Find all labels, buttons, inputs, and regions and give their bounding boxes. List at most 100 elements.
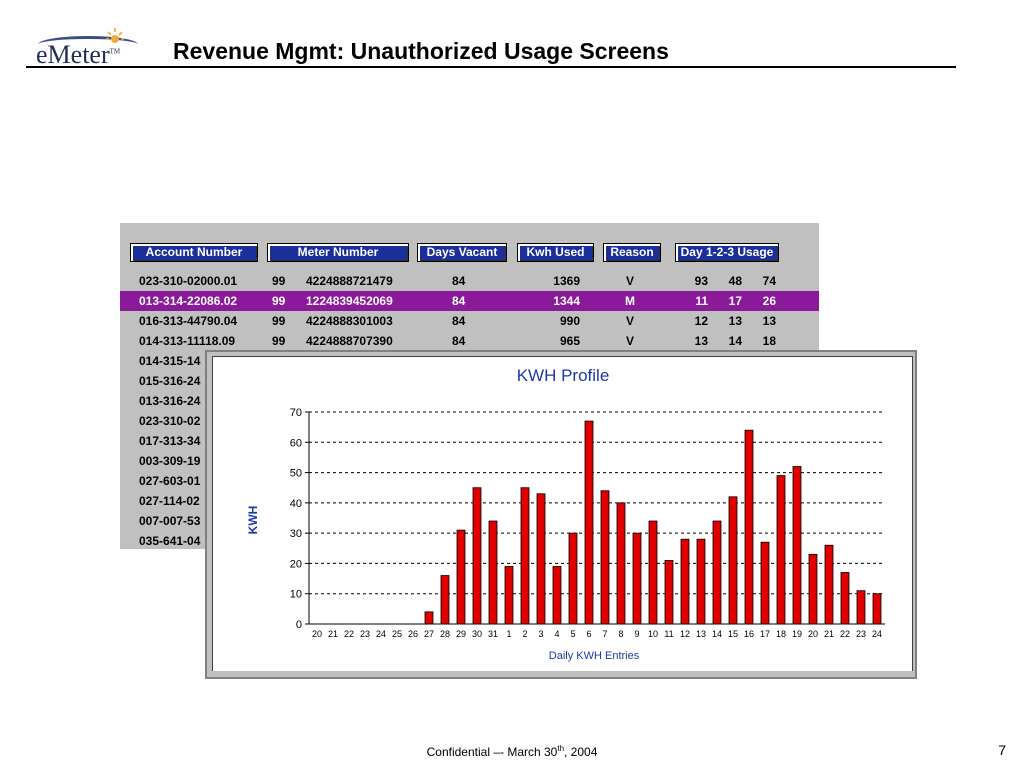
table-row[interactable]: 007-007-53: [120, 511, 819, 531]
kwh-profile-chart: KWH Profile KWH Daily KWH Entries 0 10 20 3…: [246, 366, 885, 662]
table-row[interactable]: 017-313-34: [120, 431, 819, 451]
x-tick-label: 13: [696, 629, 706, 639]
table-row[interactable]: 027-114-02: [120, 491, 819, 511]
bar: [712, 520, 722, 625]
table-row[interactable]: 023-310-02: [120, 411, 819, 431]
y-axis-label: KWH: [246, 506, 260, 535]
day1-cell: 11: [695, 294, 708, 308]
bar: [600, 490, 610, 625]
x-tick-label: 17: [760, 629, 770, 639]
table-row[interactable]: 027-603-01: [120, 471, 819, 491]
y-tick-label: 40: [290, 498, 302, 510]
x-tick-label: 1: [506, 629, 511, 639]
header-day-usage[interactable]: Day 1-2-3 Usage: [675, 243, 779, 262]
x-tick-label: 16: [744, 629, 754, 639]
account-cell: 013-314-22086.02: [139, 294, 238, 308]
account-cell: 007-007-53: [139, 514, 201, 528]
account-cell: 027-114-02: [139, 494, 200, 508]
x-tick-label: 26: [408, 629, 418, 639]
bar: [728, 496, 738, 625]
table-row[interactable]: 014-313-11118.09 99 4224888707390 84 965…: [120, 331, 819, 351]
days-vacant-cell: 84: [452, 294, 466, 308]
account-cell: 035-641-04: [139, 534, 201, 548]
bar: [456, 529, 466, 625]
day3-cell: 18: [762, 334, 776, 348]
bar: [568, 532, 578, 625]
table-row[interactable]: 003-309-19: [120, 451, 819, 471]
x-axis-label: Daily KWH Entries: [549, 650, 640, 662]
y-tick-label: 70: [290, 407, 302, 419]
table-row[interactable]: 023-310-02000.01 99 4224888721479 84 136…: [120, 271, 819, 291]
days-vacant-cell: 84: [452, 274, 466, 288]
footer-date-suffix: th: [557, 744, 565, 753]
day2-cell: 17: [728, 294, 742, 308]
slide-title: Revenue Mgmt: Unauthorized Usage Screens: [173, 38, 669, 64]
logo-arc: [38, 36, 138, 53]
page-number: 7: [998, 742, 1006, 758]
table-row[interactable]: 016-313-44790.04 99 4224888301003 84 990…: [120, 311, 819, 331]
x-tick-label: 31: [488, 629, 498, 639]
account-cell: 013-316-24: [139, 394, 201, 408]
sun-icon: [106, 28, 124, 43]
account-cell: 016-313-44790.04: [139, 314, 238, 328]
x-tick-label: 21: [824, 629, 834, 639]
x-tick-label: 9: [634, 629, 639, 639]
header-meter-number[interactable]: Meter Number: [267, 243, 409, 262]
bar: [648, 520, 658, 625]
bar: [616, 502, 626, 625]
meter-number-cell: 4224888721479: [306, 274, 393, 288]
x-tick-label: 27: [424, 629, 434, 639]
x-tick-label: 28: [440, 629, 450, 639]
bar: [872, 593, 882, 625]
day2-cell: 14: [728, 334, 742, 348]
kwh-used-cell: 1344: [553, 294, 580, 308]
x-tick-label: 7: [602, 629, 607, 639]
bar: [504, 566, 514, 625]
reason-cell: V: [625, 334, 634, 348]
bar: [584, 420, 594, 625]
account-cell: 017-313-34: [139, 434, 201, 448]
x-tick-label: 25: [392, 629, 402, 639]
bar: [552, 566, 562, 625]
table-row[interactable]: 035-641-04: [120, 531, 819, 551]
x-tick-label: 22: [344, 629, 354, 639]
header-days-vacant[interactable]: Days Vacant: [417, 243, 507, 262]
y-tick-label: 10: [290, 589, 302, 601]
header-kwh-used[interactable]: Kwh Used: [517, 243, 594, 262]
x-tick-label: 6: [586, 629, 591, 639]
header-reason[interactable]: Reason: [603, 243, 661, 262]
meter-prefix-cell: 99: [272, 314, 286, 328]
meter-number-cell: 4224888301003: [306, 314, 393, 328]
bar: [744, 429, 754, 625]
bar: [488, 520, 498, 625]
x-tick-label: 14: [712, 629, 722, 639]
table-row-selected[interactable]: 013-314-22086.02 99 1224839452069 84 134…: [120, 291, 819, 311]
account-cell: 003-309-19: [139, 454, 201, 468]
day1-cell: 13: [694, 334, 708, 348]
bar: [520, 487, 530, 625]
bar: [840, 572, 850, 625]
meter-prefix-cell: 99: [272, 334, 286, 348]
header-account-number[interactable]: Account Number: [130, 243, 258, 262]
day3-cell: 74: [762, 274, 776, 288]
bar: [824, 544, 834, 625]
day3-cell: 26: [762, 294, 776, 308]
kwh-used-cell: 990: [559, 314, 580, 328]
bar: [808, 553, 818, 625]
x-tick-label: 29: [456, 629, 466, 639]
table-row[interactable]: 014-315-14: [120, 351, 819, 371]
account-cell: 023-310-02: [139, 414, 201, 428]
y-tick-label: 0: [296, 619, 302, 631]
x-tick-label: 5: [570, 629, 575, 639]
account-cell: 014-315-14: [139, 354, 201, 368]
logo-text: eMeter: [36, 40, 110, 69]
x-tick-label: 12: [680, 629, 690, 639]
table-row[interactable]: 013-316-24: [120, 391, 819, 411]
y-tick-label: 30: [290, 528, 302, 540]
bar: [696, 538, 706, 625]
bar: [664, 559, 674, 625]
days-vacant-cell: 84: [452, 334, 466, 348]
table-row[interactable]: 015-316-24: [120, 371, 819, 391]
bar: [776, 475, 786, 625]
